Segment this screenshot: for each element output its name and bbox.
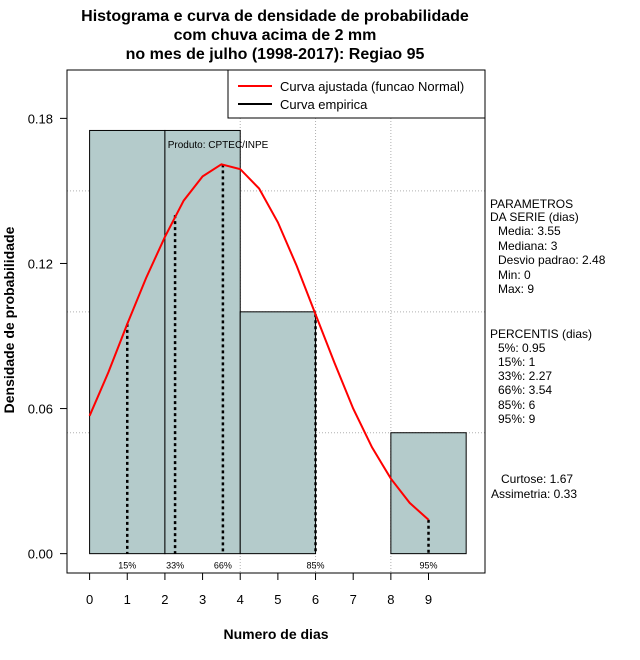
x-tick-label-8: 8 xyxy=(387,592,394,607)
percentil-15: 15%: 1 xyxy=(498,355,536,369)
histogram-bars xyxy=(89,129,467,555)
percentil-66: 66%: 3.54 xyxy=(498,383,552,397)
x-tick-label-4: 4 xyxy=(237,592,244,607)
legend-box xyxy=(227,69,486,119)
y-tick-label-0.12: 0.12 xyxy=(28,256,53,271)
chart-title-line-1: Histograma e curva de densidade de proba… xyxy=(81,8,469,25)
legend-fitted-label: Curva ajustada (funcao Normal) xyxy=(280,79,464,94)
param-media: Media: 3.55 xyxy=(498,224,561,238)
param-max: Max: 9 xyxy=(498,282,534,296)
percentile-label-15: 15% xyxy=(118,561,136,571)
percentile-label-33: 33% xyxy=(166,561,184,571)
y-tick-label-0.06: 0.06 xyxy=(28,402,53,417)
x-tick-label-2: 2 xyxy=(161,592,168,607)
x-tick-label-1: 1 xyxy=(124,592,131,607)
x-tick-label-9: 9 xyxy=(425,592,432,607)
percentil-85: 85%: 6 xyxy=(498,398,536,412)
percentil-5: 5%: 0.95 xyxy=(498,341,546,355)
x-axis-title: Numero de dias xyxy=(223,626,328,642)
percentile-label-95: 95% xyxy=(420,561,438,571)
statistics-panel: PARAMETROS DA SERIE (dias) Media: 3.55 M… xyxy=(490,197,606,501)
chart-title-line-2: com chuva acima de 2 mm xyxy=(174,27,377,44)
x-tick-label-0: 0 xyxy=(86,592,93,607)
percentil-33: 33%: 2.27 xyxy=(498,369,552,383)
legend: Curva ajustada (funcao Normal) Curva emp… xyxy=(227,69,486,119)
fitted-normal-curve xyxy=(88,163,430,521)
percentil-95: 95%: 9 xyxy=(498,412,536,426)
y-tick-label-0.18: 0.18 xyxy=(28,111,53,126)
percentile-label-85: 85% xyxy=(307,561,325,571)
x-tick-label-5: 5 xyxy=(274,592,281,607)
legend-empirical-label: Curva empirica xyxy=(280,97,368,112)
axes: 0 1 2 3 4 5 6 7 8 9 0.00 0.06 0.12 0.18 xyxy=(28,111,432,607)
params-title-line-1: PARAMETROS xyxy=(490,197,573,211)
param-mediana: Mediana: 3 xyxy=(498,239,558,253)
chart-title-line-3: no mes de julho (1998-2017): Regiao 95 xyxy=(126,46,425,63)
percentis-title: PERCENTIS (dias) xyxy=(490,327,592,341)
params-title-line-2: DA SERIE (dias) xyxy=(490,210,579,224)
percentile-label-66: 66% xyxy=(214,561,232,571)
y-axis-title: Densidade de probabilidade xyxy=(1,226,17,413)
x-tick-label-7: 7 xyxy=(350,592,357,607)
percentile-lines: 15% 33% 66% 85% 95% xyxy=(118,164,438,571)
histogram-bar-2 xyxy=(239,311,317,555)
curtose-value: Curtose: 1.67 xyxy=(501,472,573,486)
param-min: Min: 0 xyxy=(498,268,531,282)
x-tick-label-3: 3 xyxy=(199,592,206,607)
histogram-bar-1 xyxy=(164,129,241,555)
assimetria-value: Assimetria: 0.33 xyxy=(491,487,577,501)
x-tick-label-6: 6 xyxy=(312,592,319,607)
credit-label: Produto: CPTEC/INPE xyxy=(168,140,269,151)
y-tick-label-0.00: 0.00 xyxy=(28,547,53,562)
param-desvio: Desvio padrao: 2.48 xyxy=(498,253,606,267)
